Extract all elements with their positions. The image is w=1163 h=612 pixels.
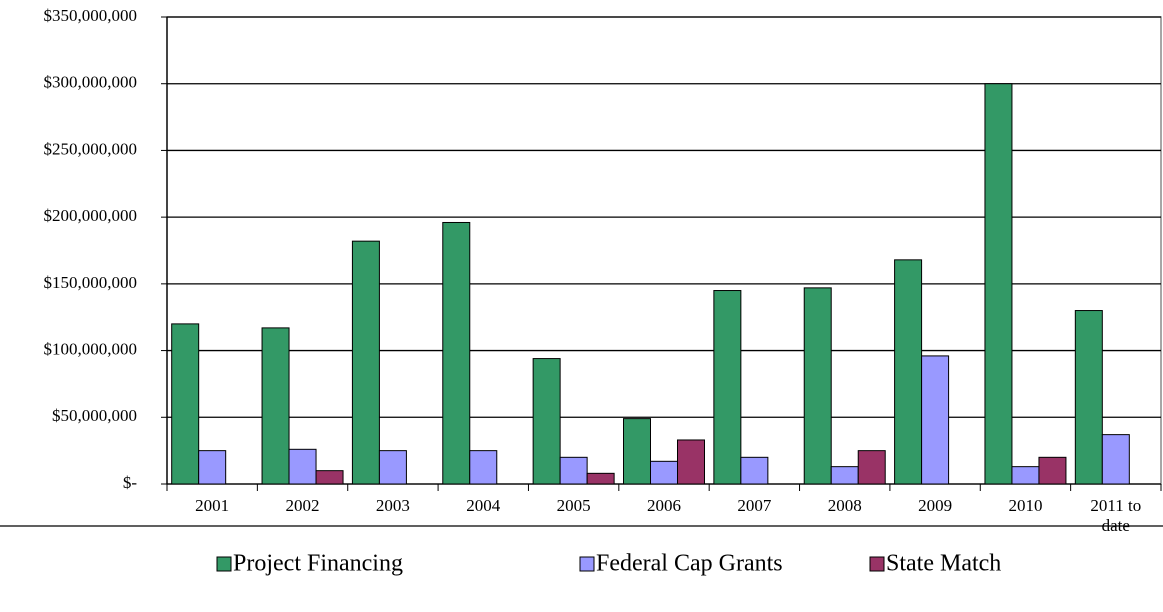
bar bbox=[803, 287, 832, 485]
bar bbox=[532, 358, 561, 485]
bar bbox=[894, 259, 923, 485]
bar bbox=[351, 240, 380, 485]
x-tick-label: 2004 bbox=[466, 496, 501, 515]
y-tick-label: $350,000,000 bbox=[44, 6, 138, 25]
bar bbox=[830, 466, 859, 485]
y-tick-label: $50,000,000 bbox=[52, 406, 137, 425]
bar bbox=[857, 450, 886, 485]
y-tick-label: $200,000,000 bbox=[44, 206, 138, 225]
x-tick-label: 2003 bbox=[375, 496, 410, 515]
bar bbox=[442, 221, 471, 485]
bar bbox=[315, 470, 344, 485]
bar bbox=[623, 418, 651, 485]
x-tick-label: 2008 bbox=[827, 496, 862, 515]
bar bbox=[1101, 434, 1130, 485]
bar bbox=[921, 355, 950, 485]
x-tick-label: 2011 to date bbox=[1090, 496, 1142, 535]
x-tick-label: 2005 bbox=[556, 496, 591, 515]
bar bbox=[1038, 456, 1067, 485]
x-tick-label: 2009 bbox=[918, 496, 953, 515]
y-tick-label: $- bbox=[123, 473, 138, 492]
bar bbox=[261, 327, 290, 485]
bar bbox=[1011, 466, 1040, 485]
bar bbox=[559, 456, 588, 485]
bar bbox=[677, 439, 705, 485]
legend-swatch bbox=[579, 556, 595, 572]
legend-swatch bbox=[869, 556, 885, 572]
bar bbox=[713, 290, 742, 485]
bar bbox=[171, 323, 200, 485]
bar bbox=[1074, 310, 1103, 485]
bar bbox=[198, 450, 227, 485]
legend-label: State Match bbox=[886, 551, 1001, 577]
bar bbox=[469, 450, 498, 485]
y-tick-label: $300,000,000 bbox=[44, 73, 138, 92]
legend-swatch bbox=[216, 556, 232, 572]
bar bbox=[586, 472, 615, 485]
bar bbox=[378, 450, 407, 485]
x-tick-label: 2006 bbox=[647, 496, 681, 515]
y-tick-label: $250,000,000 bbox=[44, 139, 138, 158]
bar bbox=[288, 448, 317, 485]
x-tick-label: 2002 bbox=[285, 496, 320, 515]
bar bbox=[984, 83, 1013, 485]
x-tick-label: 2007 bbox=[737, 496, 772, 515]
legend-label: Federal Cap Grants bbox=[596, 551, 783, 577]
bar bbox=[740, 456, 769, 485]
x-tick-label: 2010 bbox=[1008, 496, 1043, 515]
legend-label: Project Financing bbox=[233, 551, 403, 577]
y-tick-label: $100,000,000 bbox=[44, 339, 138, 358]
y-tick-label: $150,000,000 bbox=[44, 273, 138, 292]
x-tick-label: 2001 bbox=[195, 496, 230, 515]
bar bbox=[650, 460, 678, 485]
